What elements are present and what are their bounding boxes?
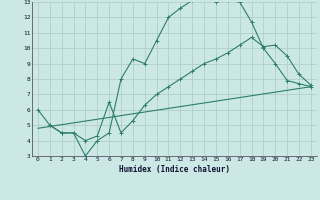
X-axis label: Humidex (Indice chaleur): Humidex (Indice chaleur) [119,165,230,174]
